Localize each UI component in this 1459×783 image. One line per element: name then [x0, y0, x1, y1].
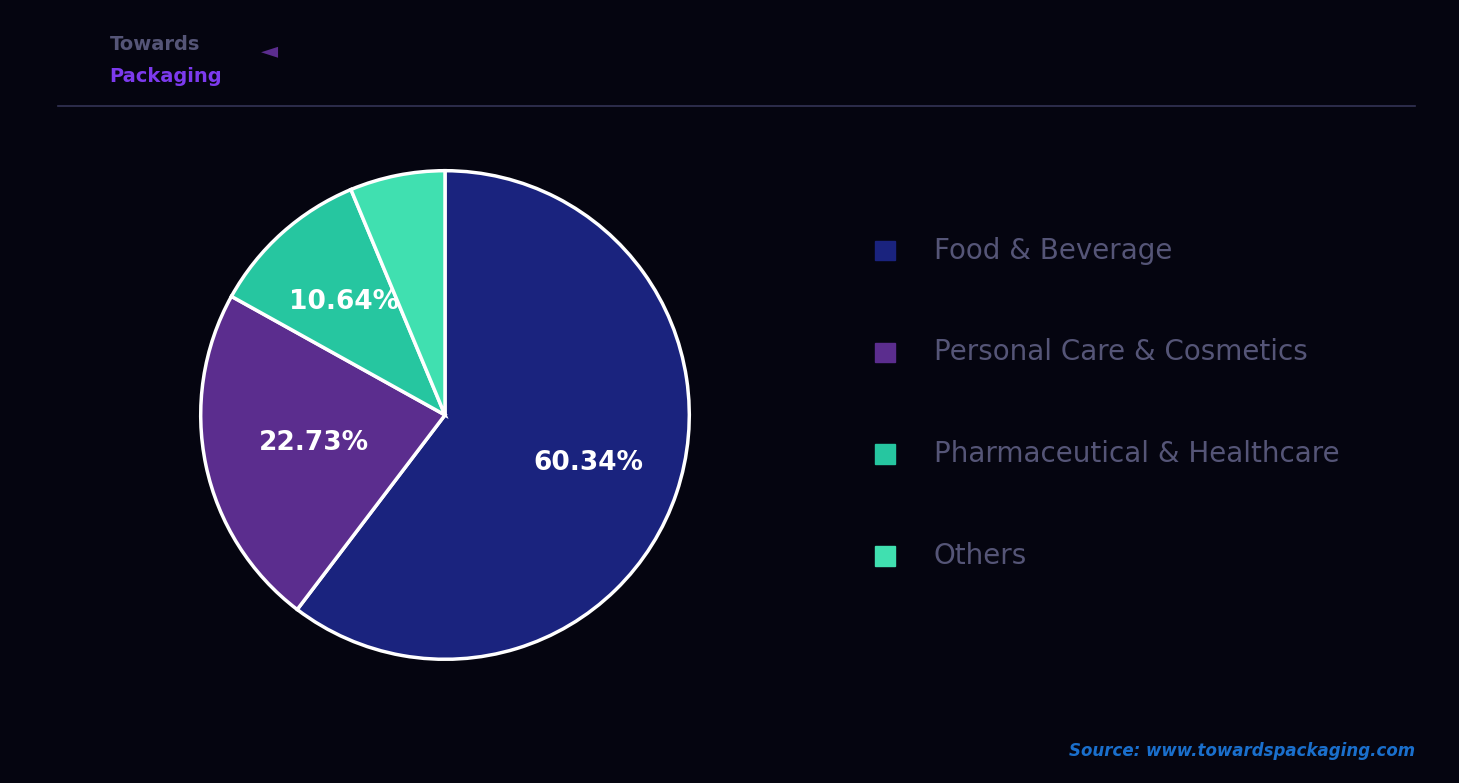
Text: Personal Care & Cosmetics: Personal Care & Cosmetics: [934, 338, 1307, 366]
Text: Food & Beverage: Food & Beverage: [934, 236, 1172, 265]
Wedge shape: [201, 296, 445, 609]
Text: 60.34%: 60.34%: [534, 450, 643, 476]
Wedge shape: [352, 171, 445, 415]
Text: ◄: ◄: [261, 41, 279, 61]
Text: Packaging: Packaging: [109, 67, 222, 85]
Text: 10.64%: 10.64%: [289, 289, 400, 315]
Wedge shape: [298, 171, 689, 659]
Text: 22.73%: 22.73%: [258, 430, 369, 456]
Text: Source: www.towardspackaging.com: Source: www.towardspackaging.com: [1069, 742, 1415, 760]
Wedge shape: [232, 189, 445, 415]
Text: Towards: Towards: [109, 35, 200, 54]
Text: Pharmaceutical & Healthcare: Pharmaceutical & Healthcare: [934, 440, 1339, 468]
Text: Others: Others: [934, 542, 1027, 570]
